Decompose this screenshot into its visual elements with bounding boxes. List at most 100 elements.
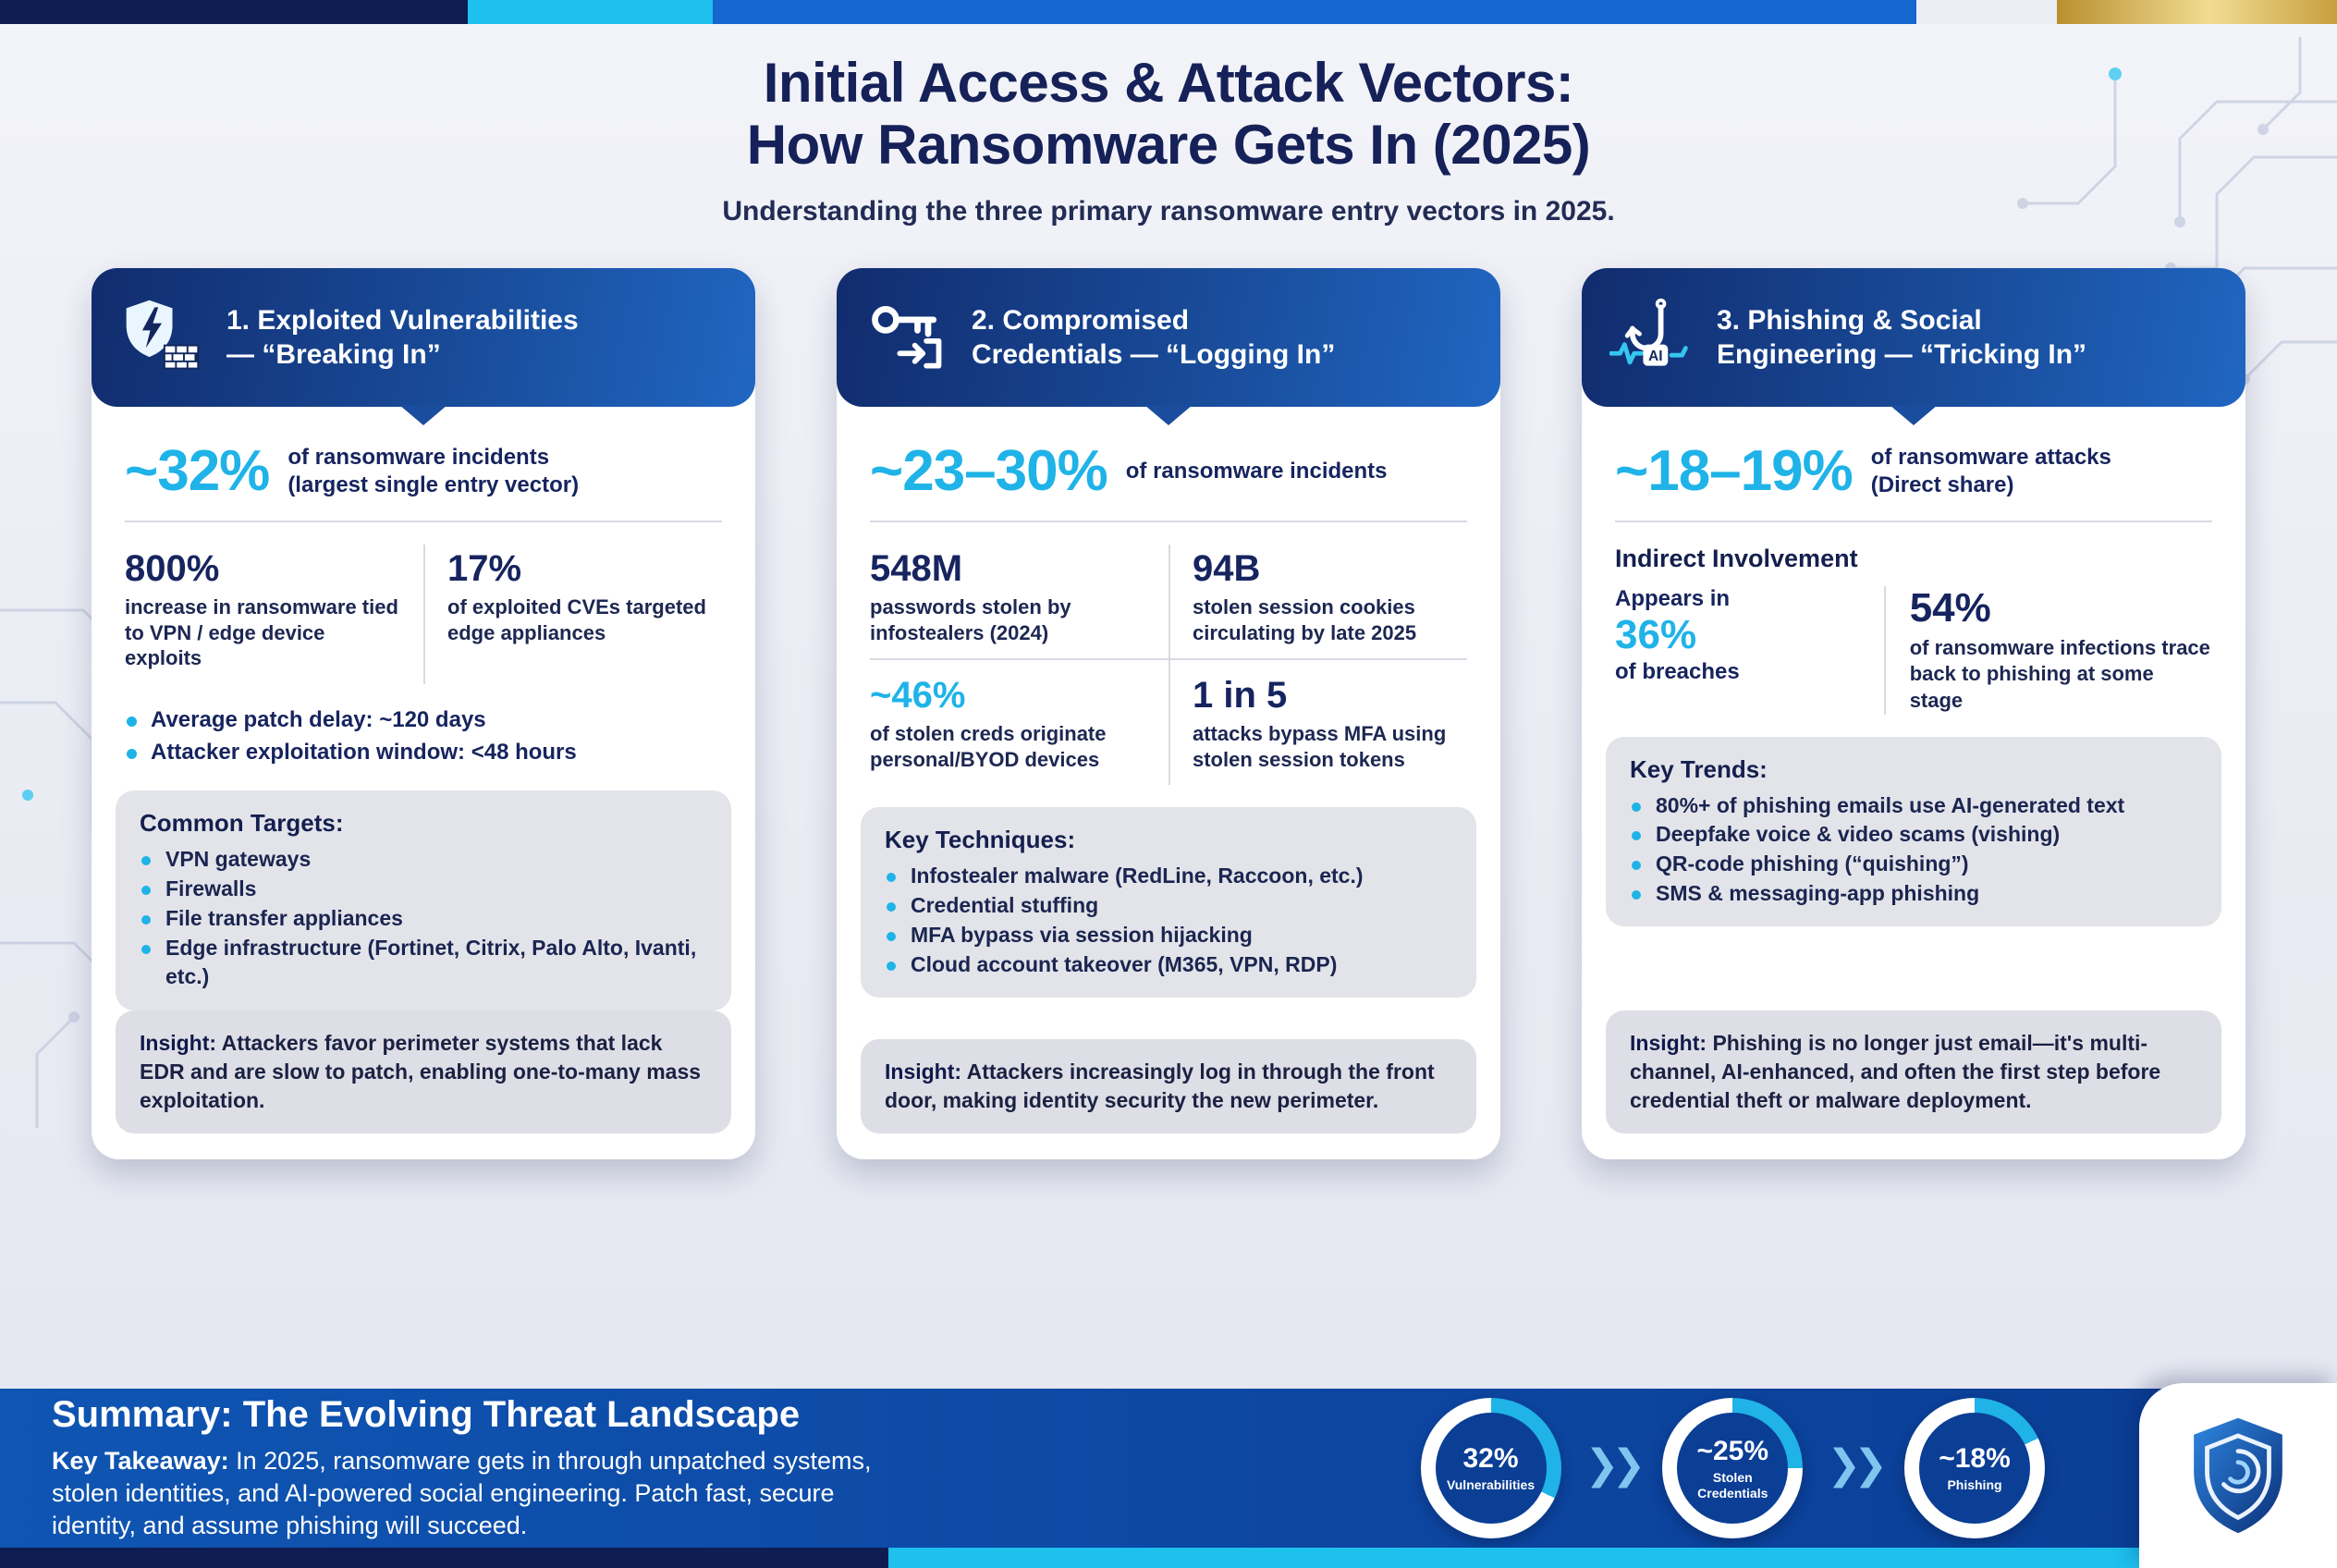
card-phishing-social-engineering: AI 3. Phishing & Social Engineering — “T… (1582, 268, 2245, 1160)
card1-substats: 800% increase in ransomware tied to VPN … (92, 522, 755, 684)
substat-54pct: 54% of ransomware infections trace back … (1883, 585, 2212, 715)
card2-insight-box: Insight: Attackers increasingly log in t… (861, 1039, 1476, 1134)
technique-item: Cloud account takeover (M365, VPN, RDP) (885, 950, 1452, 980)
card3-header-notch (1890, 405, 1938, 426)
summary-donut-charts: 32% Vulnerabilities ❯❯ ~25% Stolen Crede… (1420, 1398, 2045, 1538)
card1-headline-stat: ~32% of ransomware incidents (largest si… (92, 407, 755, 504)
card1-divider (125, 521, 722, 523)
card3-stat-value: ~18–19% (1615, 439, 1854, 504)
top-accent-strip (0, 0, 2337, 24)
card2-title: 2. Compromised Credentials — “Logging In… (972, 304, 1336, 371)
substat-94b: 94B stolen session cookies circulating b… (1168, 545, 1467, 659)
technique-item: MFA bypass via session hijacking (885, 921, 1452, 950)
indirect-involvement-title: Indirect Involvement (1615, 545, 1858, 573)
card2-headline-stat: ~23–30% of ransomware incidents (837, 407, 1500, 504)
key-techniques-list: Infostealer malware (RedLine, Raccoon, e… (885, 862, 1452, 979)
key-trends-list: 80%+ of phishing emails use AI-generated… (1630, 791, 2197, 909)
arrow-chevrons-icon: ❯❯ (1827, 1442, 1888, 1488)
card1-header: 1. Exploited Vulnerabilities — “Breaking… (92, 268, 755, 426)
donut-value: ~25% (1696, 1436, 1769, 1467)
insight-label: Insight: (885, 1060, 962, 1084)
card1-title: 1. Exploited Vulnerabilities — “Breaking… (226, 304, 579, 371)
strip-blue-segment (713, 0, 1916, 24)
card2-divider (870, 521, 1467, 523)
card3-stat-caption: of ransomware attacks (Direct share) (1870, 444, 2111, 497)
strip-pale-segment (1915, 0, 2057, 24)
trend-item: 80%+ of phishing emails use AI-generated… (1630, 791, 2197, 821)
bullet-patch-delay: Average patch delay: ~120 days (125, 704, 722, 737)
insight-text: Attackers increasingly log in through th… (885, 1060, 1435, 1113)
card-compromised-credentials: 2. Compromised Credentials — “Logging In… (837, 268, 1500, 1160)
shield-lightning-bricks-icon (117, 293, 206, 382)
bottom-strip-cyan (887, 1548, 2337, 1568)
key-trends-box: Key Trends: 80%+ of phishing emails use … (1606, 736, 2221, 927)
page-title: Initial Access & Attack Vectors: How Ran… (0, 52, 2337, 176)
substat-800pct: 800% increase in ransomware tied to VPN … (125, 548, 398, 670)
card1-stat-value: ~32% (125, 439, 270, 504)
target-item: Firewalls (140, 875, 707, 904)
donut-phishing: ~18% Phishing (1904, 1398, 2045, 1538)
substat-17pct: 17% of exploited CVEs targeted edge appl… (423, 545, 722, 684)
phishing-hook-ai-icon: AI (1608, 293, 1696, 382)
substat-1in5: 1 in 5 attacks bypass MFA using stolen s… (1168, 658, 1467, 786)
summary-title: Summary: The Evolving Threat Landscape (52, 1393, 801, 1435)
svg-text:AI: AI (1648, 349, 1662, 364)
insight-text: Attackers favor perimeter systems that l… (140, 1031, 702, 1113)
card3-divider (1615, 521, 2212, 523)
card2-header: 2. Compromised Credentials — “Logging In… (837, 268, 1500, 426)
card2-header-notch (1144, 405, 1193, 426)
donut-vulnerabilities: 32% Vulnerabilities (1420, 1398, 1561, 1538)
card3-insight-box: Insight: Phishing is no longer just emai… (1606, 1011, 2221, 1134)
card2-substats: 548M passwords stolen by infostealers (2… (837, 522, 1500, 786)
trend-item: Deepfake voice & video scams (vishing) (1630, 820, 2197, 850)
substat-548m: 548M passwords stolen by infostealers (2… (870, 548, 1071, 644)
takeaway-text: In 2025, ransomware gets in through unpa… (52, 1446, 872, 1540)
strip-gold-segment (2056, 0, 2337, 24)
key-login-icon (863, 293, 951, 382)
card2-stat-value: ~23–30% (870, 439, 1108, 504)
insight-label: Insight: (1630, 1031, 1707, 1056)
donut-caption: Stolen Credentials (1697, 1470, 1768, 1501)
bullet-exploit-window: Attacker exploitation window: <48 hours (125, 737, 722, 769)
technique-item: Infostealer malware (RedLine, Raccoon, e… (885, 862, 1452, 891)
key-techniques-title: Key Techniques: (885, 826, 1076, 854)
page-subtitle: Understanding the three primary ransomwa… (722, 196, 1615, 227)
technique-item: Credential stuffing (885, 891, 1452, 921)
card-exploited-vulnerabilities: 1. Exploited Vulnerabilities — “Breaking… (92, 268, 755, 1160)
bottom-accent-strip (0, 1548, 2337, 1568)
card3-header: AI 3. Phishing & Social Engineering — “T… (1582, 268, 2245, 426)
brand-logo-box (2139, 1383, 2337, 1568)
trend-item: SMS & messaging-app phishing (1630, 879, 2197, 909)
common-targets-title: Common Targets: (140, 809, 344, 838)
common-targets-box: Common Targets: VPN gateways Firewalls F… (116, 790, 731, 1011)
summary-takeaway: Key Takeaway: In 2025, ransomware gets i… (52, 1445, 921, 1542)
strip-cyan-segment (467, 0, 714, 24)
card1-insight-box: Insight: Attackers favor perimeter syste… (116, 1011, 731, 1134)
target-item: VPN gateways (140, 845, 707, 875)
card1-bullet-list: Average patch delay: ~120 days Attacker … (125, 704, 722, 769)
card3-title: 3. Phishing & Social Engineering — “Tric… (1717, 304, 2087, 371)
summary-band: Summary: The Evolving Threat Landscape K… (0, 1389, 2337, 1548)
key-trends-title: Key Trends: (1630, 754, 1768, 783)
target-item: File transfer appliances (140, 904, 707, 934)
substat-36pct: Appears in 36% of breaches (1615, 586, 1740, 684)
indirect-involvement-stats: Appears in 36% of breaches 54% of ransom… (1582, 573, 2245, 715)
card2-stat-caption: of ransomware incidents (1125, 458, 1388, 484)
strip-navy-segment (0, 0, 468, 24)
common-targets-list: VPN gateways Firewalls File transfer app… (140, 845, 707, 992)
substat-46pct: ~46% of stolen creds originate personal/… (870, 658, 1168, 785)
bottom-strip-navy (0, 1548, 888, 1568)
donut-caption: Phishing (1947, 1477, 2002, 1493)
donut-caption: Vulnerabilities (1446, 1477, 1536, 1493)
card1-stat-caption: of ransomware incidents (largest single … (288, 444, 580, 497)
donut-stolen-credentials: ~25% Stolen Credentials (1662, 1398, 1804, 1538)
takeaway-label: Key Takeaway: (52, 1446, 229, 1475)
key-techniques-box: Key Techniques: Infostealer malware (Red… (861, 807, 1476, 998)
arrow-chevrons-icon: ❯❯ (1585, 1442, 1646, 1488)
donut-value: 32% (1462, 1443, 1519, 1475)
vector-cards-row: 1. Exploited Vulnerabilities — “Breaking… (0, 268, 2337, 1160)
card3-headline-stat: ~18–19% of ransomware attacks (Direct sh… (1582, 407, 2245, 504)
target-item: Edge infrastructure (Fortinet, Citrix, P… (140, 934, 707, 992)
page-title-line1: Initial Access & Attack Vectors: (763, 52, 1574, 114)
summary-text-block: Summary: The Evolving Threat Landscape K… (52, 1394, 921, 1542)
